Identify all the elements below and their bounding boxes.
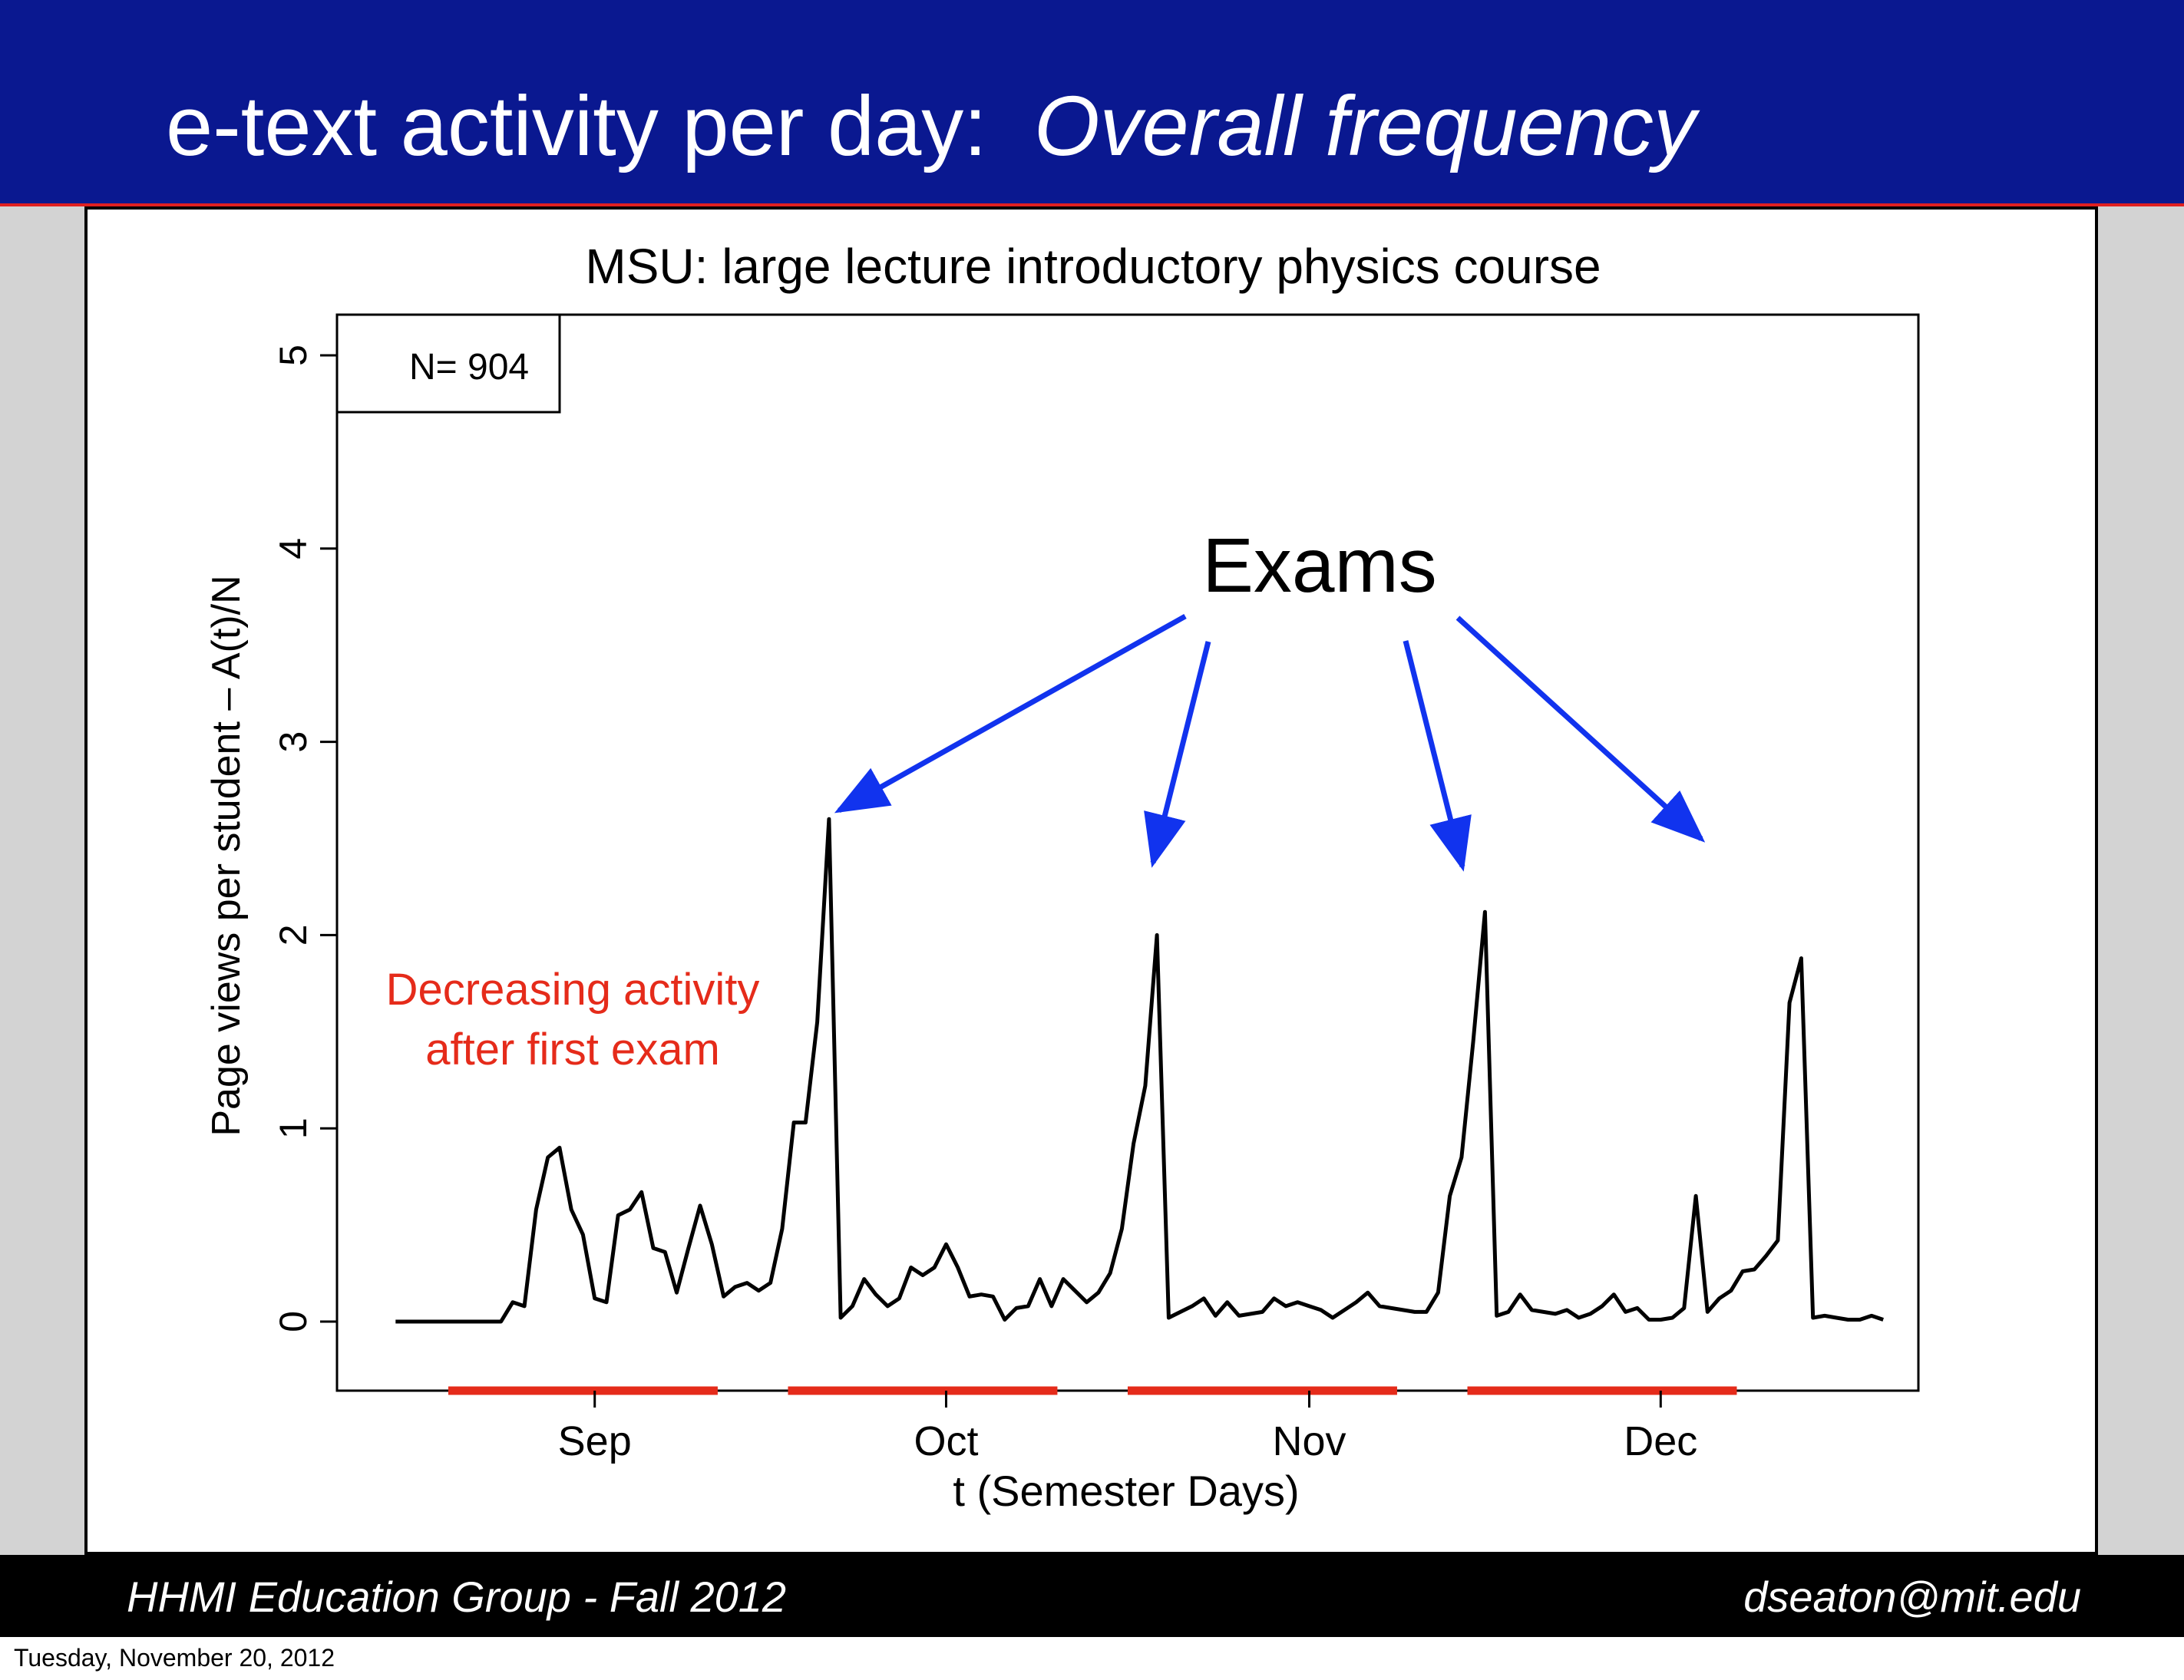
slide-footer bbox=[0, 1555, 2184, 1637]
exam-arrow-1 bbox=[834, 613, 1187, 814]
y-tick-label: 1 bbox=[272, 1117, 315, 1139]
chart: MSU: large lecture introductory physics … bbox=[204, 239, 1920, 1515]
exam-arrow-2 bbox=[1144, 641, 1211, 868]
series-line bbox=[395, 817, 1884, 1324]
exams-annotation: Exams bbox=[1202, 523, 1437, 609]
plot-area-border bbox=[335, 313, 1920, 1392]
y-tick-label: 3 bbox=[272, 731, 315, 753]
header-divider bbox=[0, 203, 2184, 206]
chart-title: MSU: large lecture introductory physics … bbox=[585, 239, 1601, 294]
footer-group-name: HHMI Education Group - Fall 2012 bbox=[127, 1573, 787, 1621]
exam-arrow-4 bbox=[1455, 616, 1706, 843]
x-axis-label: t (Semester Days) bbox=[953, 1467, 1299, 1515]
decreasing-annotation-line2: after first exam bbox=[425, 1025, 720, 1074]
x-tick-label: Oct bbox=[914, 1418, 978, 1464]
decreasing-annotation-line1: Decreasing activity bbox=[386, 965, 760, 1015]
slide-header bbox=[0, 0, 2184, 203]
y-tick-label: 2 bbox=[272, 924, 315, 946]
x-tick-label: Nov bbox=[1273, 1418, 1346, 1464]
legend-box bbox=[335, 313, 561, 414]
slide-title-italic: Overall frequency bbox=[1034, 79, 1697, 173]
exam-arrow-3 bbox=[1403, 640, 1472, 872]
date-stamp: Tuesday, November 20, 2012 bbox=[14, 1644, 335, 1672]
footer-email: dseaton@mit.edu bbox=[1743, 1573, 2081, 1621]
x-tick-label: Dec bbox=[1624, 1418, 1697, 1464]
slide-title: e-text activity per day: Overall frequen… bbox=[166, 84, 1696, 169]
y-axis-label: Page views per student – A(t)/N bbox=[204, 575, 249, 1136]
slide-title-plain: e-text activity per day: bbox=[166, 79, 987, 173]
y-tick-label: 4 bbox=[272, 538, 315, 559]
right-margin bbox=[2098, 206, 2184, 1555]
left-margin bbox=[0, 206, 84, 1555]
x-tick-label: Sep bbox=[558, 1418, 632, 1464]
chart-frame: MSU: large lecture introductory physics … bbox=[84, 206, 2098, 1555]
y-tick-label: 0 bbox=[272, 1311, 315, 1332]
legend-label: N= 904 bbox=[409, 347, 529, 388]
y-tick-label: 5 bbox=[272, 345, 315, 366]
